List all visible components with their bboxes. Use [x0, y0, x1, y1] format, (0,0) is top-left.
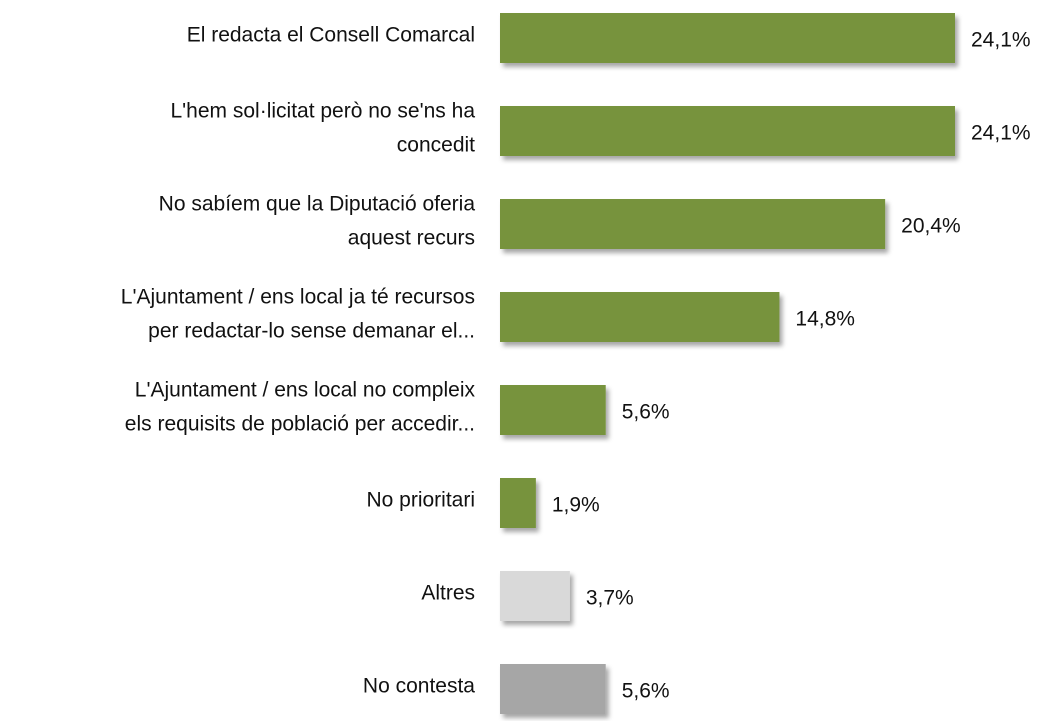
value-label: 24,1% [971, 122, 1031, 145]
category-label: Altres [421, 582, 475, 605]
category-label: El redacta el Consell Comarcal [187, 24, 475, 47]
value-label: 5,6% [622, 401, 670, 424]
category-label: L'Ajuntament / ens local no compleix [135, 379, 476, 402]
category-label: No contesta [363, 675, 475, 698]
category-label: No prioritari [366, 489, 475, 512]
bar [500, 571, 570, 621]
category-label: concedit [397, 134, 475, 157]
category-label: els requisits de població per accedir... [125, 413, 475, 436]
category-label: L'Ajuntament / ens local ja té recursos [121, 286, 475, 309]
bar [500, 106, 955, 156]
value-label: 5,6% [622, 680, 670, 703]
value-label: 3,7% [586, 587, 634, 610]
bar [500, 13, 955, 63]
bar [500, 664, 606, 714]
bar [500, 385, 606, 435]
category-label: L'hem sol·licitat però no se'ns ha [170, 100, 475, 123]
bar [500, 292, 780, 342]
value-label: 14,8% [795, 308, 855, 331]
bar [500, 478, 536, 528]
value-label: 24,1% [971, 29, 1031, 52]
category-label: per redactar-lo sense demanar el... [148, 320, 475, 343]
category-label: aquest recurs [348, 227, 475, 250]
category-label: No sabíem que la Diputació oferia [159, 193, 476, 216]
value-label: 1,9% [552, 494, 600, 517]
bar [500, 199, 886, 249]
value-label: 20,4% [901, 215, 961, 238]
